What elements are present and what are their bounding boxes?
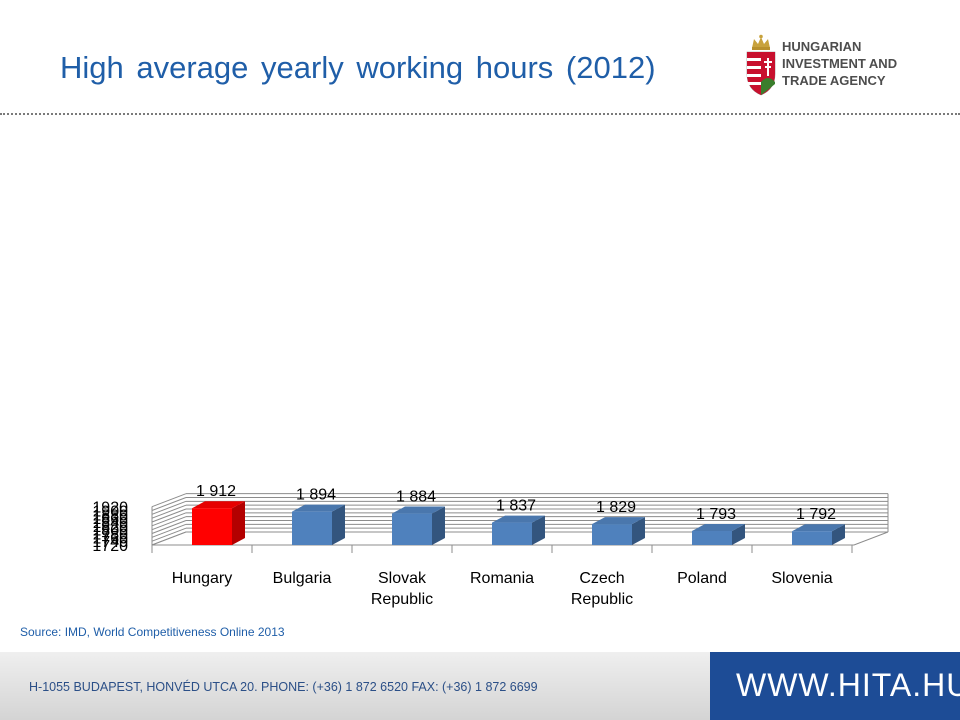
- bar: [492, 522, 532, 545]
- bar: [692, 531, 732, 545]
- y-tick-label: 1900: [92, 503, 128, 520]
- footer-bar: H-1055 BUDAPEST, HONVÉD UTCA 20. PHONE: …: [0, 652, 960, 720]
- slide-title: High average yearly working hours (2012): [60, 50, 656, 85]
- bar-top: [292, 504, 345, 512]
- bar: [792, 531, 832, 545]
- data-label: 1 792: [796, 506, 836, 523]
- working-hours-bar-chart: 1720174017601780180018201840186018801900…: [92, 483, 889, 608]
- gridline-diagonal: [151, 512, 187, 527]
- gridline-diagonal: [151, 504, 187, 519]
- agency-logo: HUNGARIAN INVESTMENT AND TRADE AGENCY: [744, 34, 924, 100]
- x-tick-label: Slovak: [378, 570, 427, 587]
- x-tick-label: Czech: [579, 570, 624, 587]
- agency-name-line-3: TRADE AGENCY: [782, 73, 886, 88]
- agency-name-line-2: INVESTMENT AND: [782, 56, 898, 71]
- website-link[interactable]: WWW.HITA.HU: [736, 667, 960, 703]
- y-tick-label: 1720: [92, 538, 128, 555]
- bar-top: [592, 517, 645, 525]
- gridline-diagonal: [151, 516, 187, 531]
- gridline-diagonal: [151, 520, 187, 534]
- bar-side: [332, 504, 345, 545]
- gridline-diagonal: [151, 493, 187, 508]
- gridline-diagonal: [151, 527, 187, 542]
- y-tick-label: 1860: [92, 511, 128, 528]
- y-tick-label: 1740: [92, 534, 128, 551]
- x-tick-label: Republic: [571, 591, 633, 608]
- bar-side: [432, 506, 445, 545]
- y-tick-label: 1820: [92, 519, 128, 536]
- data-label: 1 793: [696, 506, 736, 523]
- x-tick-label: Poland: [677, 570, 727, 587]
- y-tick-label: 1800: [92, 523, 128, 540]
- gridline-diagonal: [151, 500, 187, 515]
- x-tick-label: Slovenia: [771, 570, 832, 587]
- hungarian-coat-of-arms-icon: [746, 34, 776, 96]
- bar-top: [792, 524, 845, 532]
- footer-address: H-1055 BUDAPEST, HONVÉD UTCA 20. PHONE: …: [29, 680, 538, 694]
- data-label: 1 837: [496, 498, 536, 515]
- bar-top: [492, 515, 545, 523]
- y-tick-label: 1760: [92, 530, 128, 547]
- bar: [292, 511, 332, 545]
- agency-name-line-1: HUNGARIAN: [782, 39, 862, 54]
- data-label: 1 894: [296, 487, 336, 504]
- bar: [392, 513, 432, 545]
- bar-top: [192, 501, 245, 509]
- bar-side: [632, 517, 645, 545]
- gridline-diagonal: [151, 523, 187, 538]
- agency-name: HUNGARIAN INVESTMENT AND TRADE AGENCY: [782, 38, 897, 89]
- bar: [592, 524, 632, 545]
- y-tick-label: 1780: [92, 526, 128, 543]
- gridline-diagonal: [151, 497, 187, 511]
- bar-top: [392, 506, 445, 514]
- bar-side: [732, 524, 745, 545]
- x-tick-label: Republic: [371, 591, 433, 608]
- y-tick-label: 1840: [92, 515, 128, 532]
- y-tick-label: 1880: [92, 507, 128, 524]
- x-tick-label: Hungary: [172, 570, 232, 587]
- data-label: 1 884: [396, 489, 436, 506]
- data-label: 1 829: [596, 499, 636, 516]
- x-tick-label: Romania: [470, 570, 534, 587]
- bar-top: [692, 524, 745, 532]
- x-tick-label: Bulgaria: [273, 570, 332, 587]
- gridline-diagonal: [151, 508, 187, 523]
- bar: [192, 508, 232, 545]
- bar-side: [532, 515, 545, 545]
- data-label: 1 912: [196, 483, 236, 500]
- website-banner: WWW.HITA.HU: [710, 652, 960, 720]
- bar-side: [832, 524, 845, 545]
- title-divider: [0, 113, 960, 115]
- bar-side: [232, 501, 245, 545]
- source-note: Source: IMD, World Competitiveness Onlin…: [20, 625, 285, 639]
- y-tick-label: 1920: [92, 500, 128, 517]
